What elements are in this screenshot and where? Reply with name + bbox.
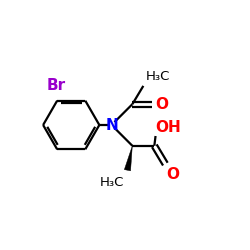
Text: H₃C: H₃C [145,70,170,84]
Text: N: N [105,118,118,132]
Text: O: O [155,97,168,112]
Text: H₃C: H₃C [100,176,124,189]
Text: OH: OH [156,120,181,135]
Polygon shape [124,146,132,171]
Text: O: O [166,166,179,182]
Text: Br: Br [46,78,66,93]
